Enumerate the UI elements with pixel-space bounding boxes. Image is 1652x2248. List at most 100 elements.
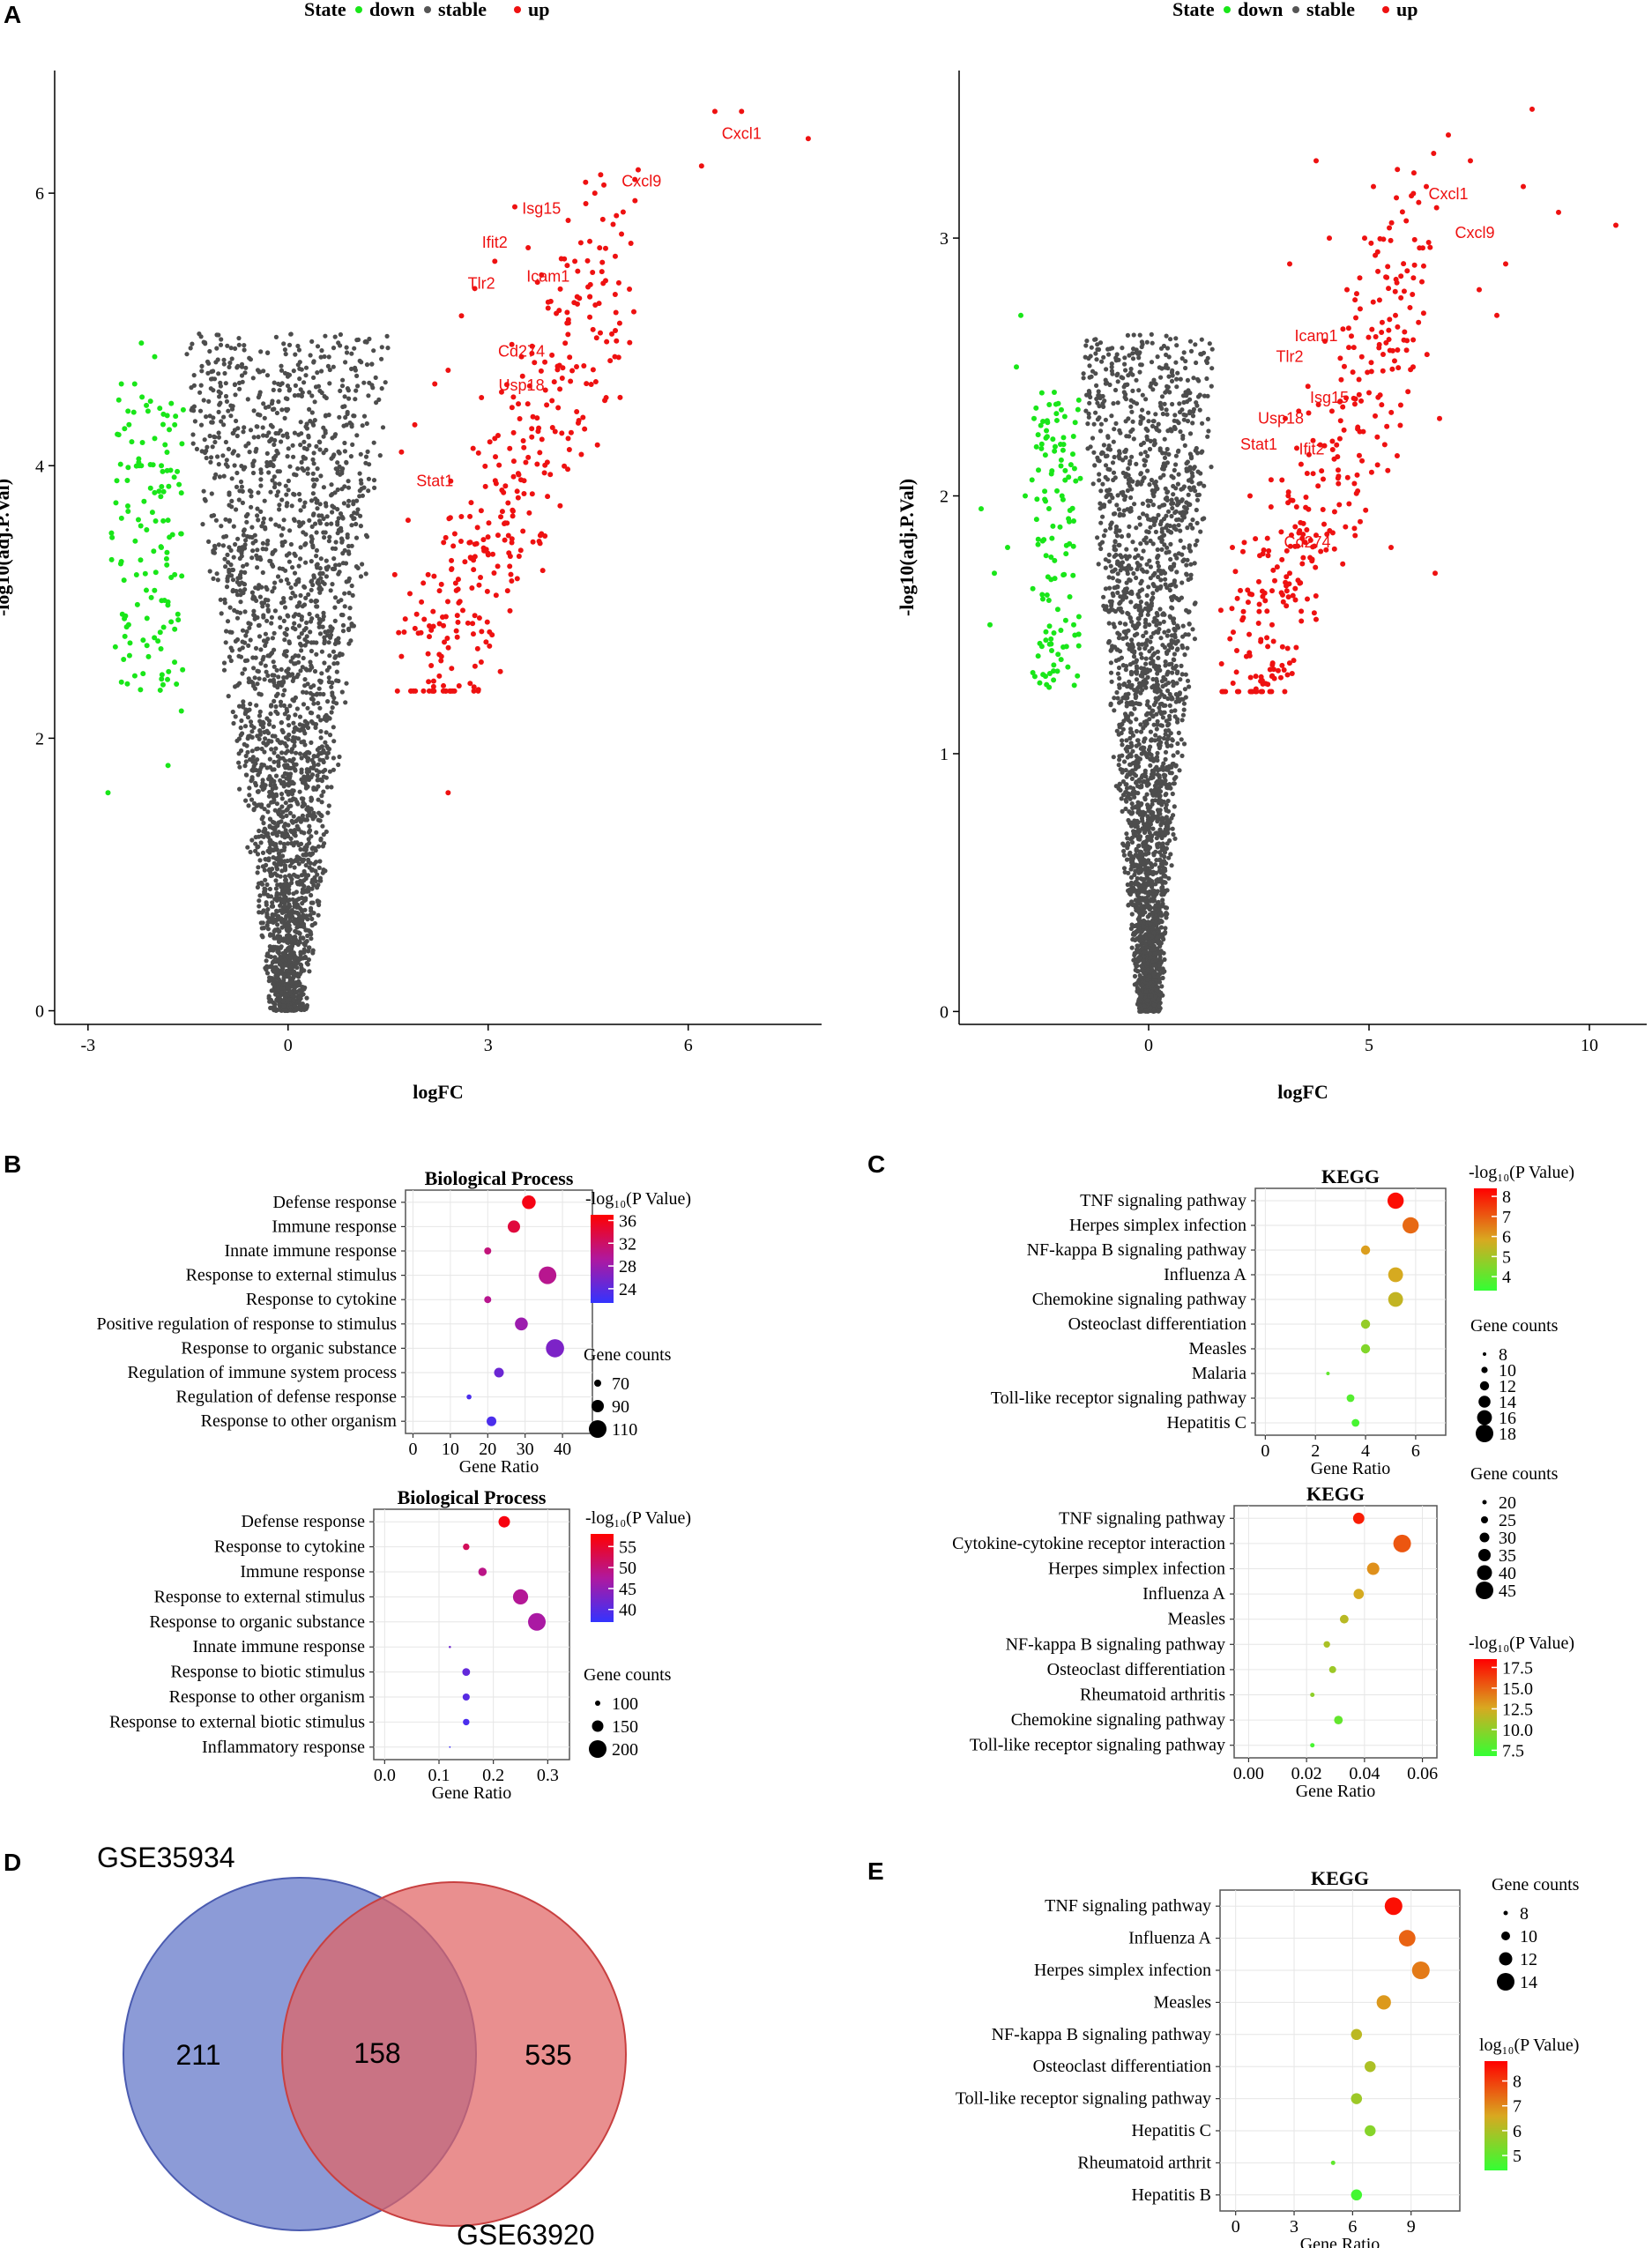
stable-point	[264, 958, 269, 964]
up-point	[441, 622, 447, 629]
stable-point	[1155, 750, 1160, 756]
stable-point	[302, 753, 308, 759]
down-point	[108, 530, 115, 536]
up-point	[517, 415, 523, 421]
up-point	[421, 616, 428, 622]
stable-point	[314, 554, 319, 559]
stable-point	[1132, 706, 1137, 711]
stable-point	[272, 767, 277, 772]
stable-point	[327, 367, 332, 373]
stable-point	[262, 749, 267, 755]
stable-point	[1135, 482, 1140, 488]
stable-point	[1200, 421, 1205, 426]
stable-point	[250, 755, 256, 760]
stable-point	[1153, 479, 1158, 485]
stable-point	[237, 764, 242, 770]
stable-point	[346, 591, 352, 596]
up-point	[430, 683, 436, 689]
stable-point	[267, 756, 272, 762]
up-point	[495, 432, 501, 438]
up-point	[542, 462, 548, 468]
stable-point	[249, 748, 255, 754]
stable-point	[336, 516, 341, 521]
stable-point	[264, 450, 270, 456]
stable-point	[309, 852, 315, 857]
stable-point	[299, 740, 304, 745]
stable-point	[1139, 362, 1144, 368]
stable-point	[228, 403, 234, 408]
stable-point	[1128, 860, 1135, 865]
stable-point	[284, 813, 289, 819]
stable-point	[1171, 666, 1176, 671]
stable-point	[1181, 412, 1187, 417]
stable-point	[1112, 427, 1117, 432]
stable-point	[1204, 376, 1209, 382]
stable-point	[300, 908, 305, 913]
stable-point	[256, 789, 261, 794]
stable-point	[294, 858, 300, 863]
stable-point	[251, 613, 257, 618]
stable-point	[248, 719, 254, 725]
stable-point	[280, 904, 286, 910]
stable-point	[1123, 797, 1128, 803]
up-point	[619, 231, 625, 237]
stable-point	[292, 393, 297, 398]
stable-point	[267, 975, 272, 980]
up-point	[413, 611, 420, 617]
stable-point	[1177, 401, 1182, 406]
stable-point	[301, 468, 307, 473]
stable-point	[1169, 513, 1174, 519]
stable-point	[1121, 512, 1127, 517]
stable-point	[1170, 826, 1175, 831]
up-point	[565, 435, 571, 442]
stable-point	[243, 759, 249, 764]
stable-point	[237, 647, 242, 652]
stable-point	[1180, 696, 1186, 702]
stable-point	[223, 640, 228, 645]
stable-point	[205, 370, 211, 376]
stable-point	[310, 545, 316, 550]
stable-point	[309, 498, 315, 503]
up-point	[407, 591, 413, 597]
up-point	[458, 313, 465, 319]
stable-point	[255, 556, 260, 562]
stable-point	[327, 534, 332, 540]
stable-point	[284, 653, 289, 659]
stable-point	[217, 474, 222, 480]
stable-point	[1142, 463, 1147, 468]
stable-point	[256, 586, 261, 592]
stable-point	[1118, 621, 1123, 626]
stable-point	[1169, 709, 1174, 714]
up-point	[516, 401, 522, 407]
stable-point	[189, 385, 194, 391]
down-point	[134, 601, 140, 607]
stable-point	[257, 904, 262, 909]
stable-point	[246, 643, 251, 649]
stable-point	[294, 750, 299, 756]
stable-point	[221, 357, 227, 362]
stable-point	[238, 725, 243, 731]
panel-label-e: E	[867, 1857, 884, 1885]
stable-point	[303, 595, 309, 601]
stable-point	[314, 530, 319, 535]
stable-point	[297, 789, 302, 794]
stable-point	[253, 655, 258, 660]
up-point	[537, 532, 543, 539]
stable-point	[1146, 503, 1151, 509]
stable-point	[227, 490, 232, 495]
stable-point	[1115, 400, 1120, 406]
stable-point	[287, 912, 293, 918]
stable-point	[229, 406, 235, 412]
up-point	[481, 547, 487, 554]
stable-point	[311, 375, 316, 380]
stable-point	[295, 466, 301, 472]
stable-point	[243, 798, 249, 803]
stable-point	[260, 425, 265, 430]
stable-point	[285, 383, 291, 389]
down-point	[155, 638, 161, 644]
up-point	[430, 608, 436, 614]
up-point	[592, 379, 599, 385]
stable-point	[1182, 687, 1187, 692]
down-point	[160, 624, 167, 630]
stable-point	[1133, 547, 1139, 552]
